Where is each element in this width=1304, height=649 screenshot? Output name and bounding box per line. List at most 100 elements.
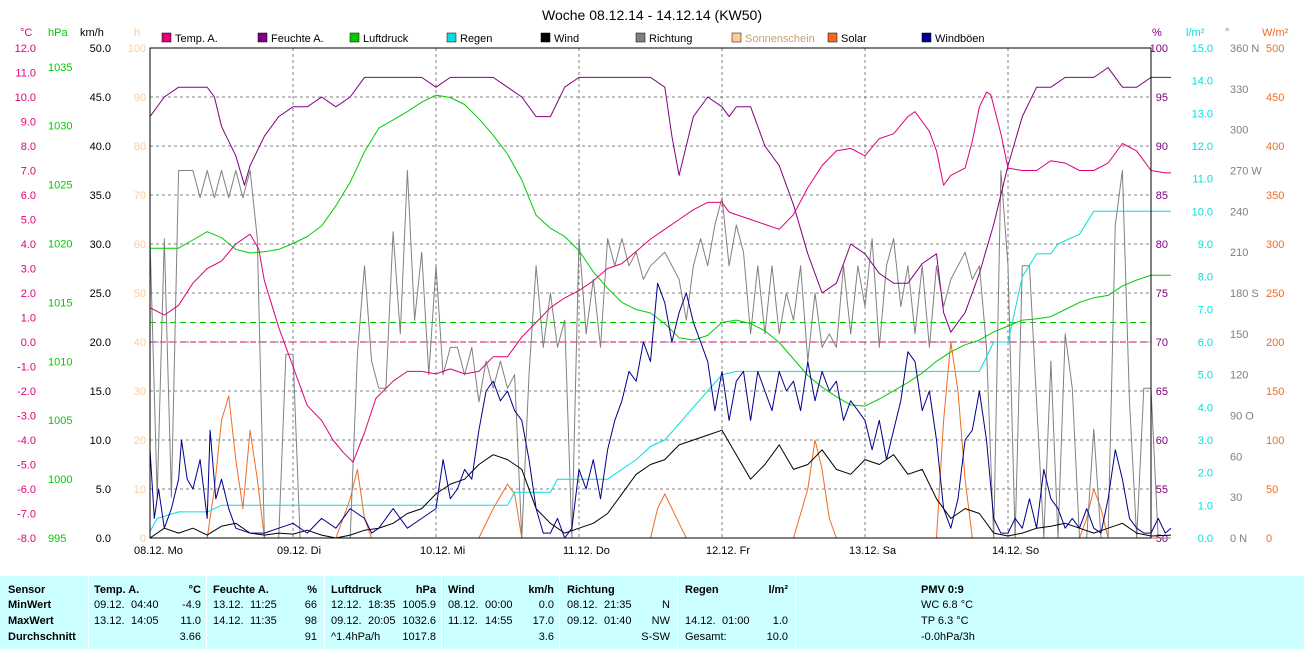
temp-tick-label: 6.0 xyxy=(21,190,36,202)
temp-tick-label: -8.0 xyxy=(17,533,36,545)
rain-tick-label: 9.0 xyxy=(1198,239,1213,251)
plot-frame xyxy=(149,47,1152,539)
stats-wind-max-date: 11.12. xyxy=(448,615,478,627)
legend-label: Regen xyxy=(460,33,492,45)
legend-label: Wind xyxy=(554,33,579,45)
stats-direction-avg: S-SW xyxy=(641,631,670,643)
direction-tick-label: 60 xyxy=(1230,451,1242,463)
stats-direction-max-date: 09.12. xyxy=(567,615,598,627)
stats-direction-min-date: 08.12. xyxy=(567,599,598,611)
rain-tick-label: 4.0 xyxy=(1198,402,1213,414)
series-line-temp-a xyxy=(149,91,1171,463)
stats-humidity-min-date: 13.12. xyxy=(213,599,244,611)
weather-chart: Woche 08.12.14 - 14.12.14 (KW50) Temp. A… xyxy=(14,7,1289,557)
x-tick-label: 13.12. Sa xyxy=(849,545,897,557)
stats-pressure-trend: ^1.4hPa/h xyxy=(331,631,381,643)
pressure-unit-label: hPa xyxy=(48,27,68,39)
rain-tick-label: 3.0 xyxy=(1198,435,1213,447)
solar-tick-label: 450 xyxy=(1266,92,1284,104)
wind-tick-label: 0.0 xyxy=(96,533,111,545)
pressure-tick-label: 1015 xyxy=(48,297,72,309)
direction-tick-label: 330 xyxy=(1230,84,1248,96)
legend-swatch xyxy=(827,32,838,43)
stats-wind-min-date: 08.12. xyxy=(448,599,479,611)
stats-pressure-title: Luftdruck xyxy=(331,584,382,596)
humidity-tick-label: 95 xyxy=(1156,92,1168,104)
legend-swatch xyxy=(635,32,646,43)
humidity-tick-label: 65 xyxy=(1156,386,1168,398)
solar-tick-label: 200 xyxy=(1266,337,1284,349)
stats-humidity-max-time: 11:35 xyxy=(250,615,277,627)
stats-temp-column: Temp. A. °C 09.12. 04:40 -4.9 13.12. 14:… xyxy=(88,576,207,649)
stats-wind-min-time: 00:00 xyxy=(485,599,513,611)
legend-swatch xyxy=(921,32,932,43)
direction-tick-label: 240 xyxy=(1230,206,1248,218)
stats-pressure-max-date: 09.12. xyxy=(331,615,362,627)
sunshine-tick-label: 60 xyxy=(134,239,146,251)
stats-pressure-unit: hPa xyxy=(415,584,436,596)
stats-pressure-column: Luftdruck hPa 12.12. 18:35 1005.9 09.12.… xyxy=(324,576,442,649)
solar-tick-label: 100 xyxy=(1266,435,1284,447)
x-tick-label: 11.12. Do xyxy=(563,545,610,557)
temp-tick-label: -2.0 xyxy=(17,386,36,398)
humidity-unit-label: % xyxy=(1152,27,1162,39)
stats-pressure-min-date: 12.12. xyxy=(331,599,362,611)
direction-tick-label: 270 W xyxy=(1230,166,1262,178)
legend-swatch xyxy=(731,32,742,43)
series-line-solar xyxy=(150,341,1171,539)
stats-rain-unit: l/m² xyxy=(768,584,788,596)
pressure-tick-label: 1005 xyxy=(48,415,72,427)
temp-tick-label: 9.0 xyxy=(21,117,36,129)
temp-tick-label: 12.0 xyxy=(15,43,36,55)
sunshine-tick-label: 70 xyxy=(134,190,146,202)
legend-label: Sonnenschein xyxy=(745,33,815,45)
direction-tick-label: 360 N xyxy=(1230,43,1259,55)
rain-tick-label: 8.0 xyxy=(1198,272,1213,284)
stats-rain-total-label: Gesamt: xyxy=(685,631,727,643)
stats-pressure-max-val: 1032.6 xyxy=(402,615,436,627)
temp-tick-label: 0.0 xyxy=(21,337,36,349)
rain-tick-label: 0.0 xyxy=(1198,533,1213,545)
stats-humidity-min-time: 11:25 xyxy=(250,599,277,611)
stats-pmv-column: PMV 0:9 WC 6.8 °C TP 6.3 °C -0.0hPa/3h xyxy=(795,576,1304,649)
stats-temp-max-val: 11.0 xyxy=(180,615,201,627)
solar-tick-label: 350 xyxy=(1266,190,1284,202)
stats-humidity-max-date: 14.12. xyxy=(213,615,244,627)
stats-pressure-min-time: 18:35 xyxy=(368,599,396,611)
temp-tick-label: 11.0 xyxy=(15,68,36,80)
direction-tick-label: 300 xyxy=(1230,125,1248,137)
rain-tick-label: 14.0 xyxy=(1192,76,1213,88)
direction-tick-label: 150 xyxy=(1230,329,1248,341)
humidity-tick-label: 60 xyxy=(1156,435,1168,447)
stats-pmv-tp: TP 6.3 °C xyxy=(921,615,969,627)
pressure-tick-label: 1025 xyxy=(48,180,72,192)
legend-label: Luftdruck xyxy=(363,33,409,45)
rain-tick-label: 7.0 xyxy=(1198,304,1213,316)
stats-direction-min-time: 21:35 xyxy=(604,599,632,611)
solar-tick-label: 50 xyxy=(1266,484,1278,496)
sunshine-tick-label: 90 xyxy=(134,92,146,104)
direction-tick-label: 210 xyxy=(1230,247,1248,259)
legend-swatch xyxy=(540,32,551,43)
series-line-luftdruck xyxy=(150,94,1171,407)
humidity-tick-label: 100 xyxy=(1150,43,1168,55)
stats-pmv-wc: WC 6.8 °C xyxy=(921,599,974,611)
direction-tick-label: 120 xyxy=(1230,370,1248,382)
series-line-regen xyxy=(149,210,1171,532)
x-axis-tick-labels: 08.12. Mo 09.12. Di 10.12. Mi 11.12. Do 12.1… xyxy=(134,545,1039,557)
stats-direction-max-val: NW xyxy=(651,615,670,627)
series-line-feuchte-a xyxy=(149,67,1171,333)
stats-humidity-title: Feuchte A. xyxy=(213,584,269,596)
solar-tick-label: 250 xyxy=(1266,288,1284,300)
stats-pressure-min-val: 1005.9 xyxy=(402,599,436,611)
stats-temp-max-date: 13.12. xyxy=(94,615,125,627)
stats-rain-max-date: 14.12. xyxy=(685,615,716,627)
legend-label: Feuchte A. xyxy=(271,33,324,45)
rain-tick-label: 10.0 xyxy=(1192,206,1213,218)
stats-wind-min-val: 0.0 xyxy=(538,599,554,611)
stats-rain-max-time: 01:00 xyxy=(722,615,750,627)
temp-tick-label: 2.0 xyxy=(21,288,36,300)
series-line-windb-en xyxy=(149,282,1172,539)
sunshine-tick-label: 40 xyxy=(134,337,146,349)
wind-tick-label: 50.0 xyxy=(90,43,111,55)
